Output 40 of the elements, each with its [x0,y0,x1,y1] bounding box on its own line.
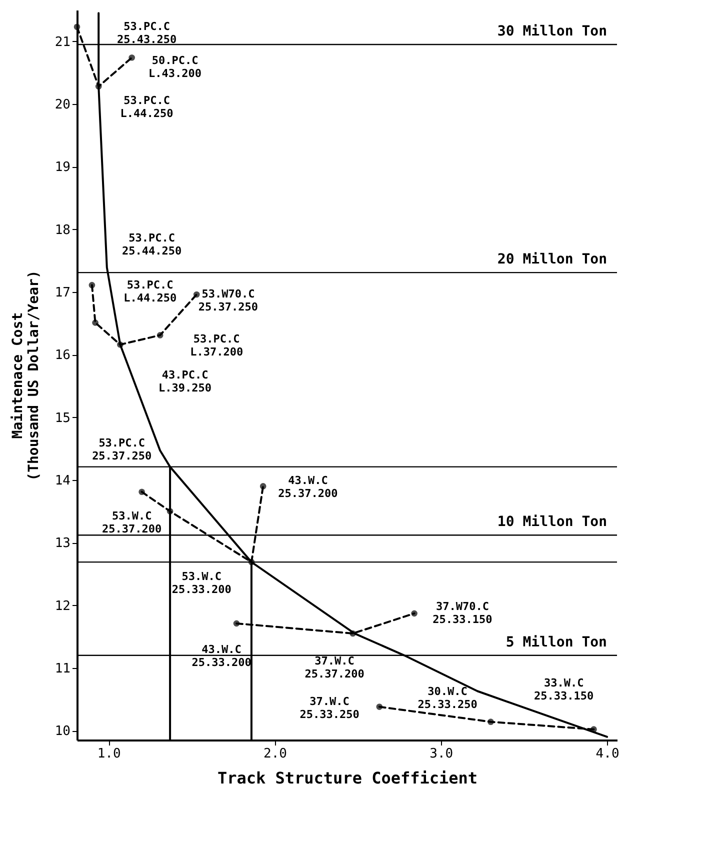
y-tick-label: 17 [54,285,70,300]
annotation: 53.PC.C 25.44.250 [122,232,182,258]
ref-line-label: 30 Millon Ton [497,23,607,40]
x-axis-title: Track Structure Coefficient [217,768,478,788]
annotation: 53.PC.C 25.43.250 [116,20,177,46]
y-tick-label: 19 [54,160,70,176]
annotation: 37.W.C 25.37.200 [304,654,364,681]
y-tick-label: 11 [54,661,70,676]
x-tick-label: 4.0 [596,746,620,762]
annotation: 33.W.C 25.33.150 [534,676,594,703]
annotation: 43.PC.C L.39.250 [158,368,212,394]
ref-line-label: 10 Millon Ton [497,514,607,530]
y-tick-label: 15 [54,410,70,426]
y-tick-label: 14 [54,473,71,488]
annotation: 43.W.C 25.37.200 [278,474,338,500]
y-axis-title: Maintenace Cost (Thousand US Dollar/Year) [10,270,42,481]
annotation: 53.W.C 25.33.200 [172,570,232,596]
annotation: 37.W.C 25.33.250 [300,694,360,721]
x-tick-label: 3.0 [430,746,454,762]
annotation: 53.PC.C L.44.250 [120,94,174,120]
annotation: 30.W.C 25.33.250 [418,684,478,711]
annotation: 53.PC.C L.37.200 [190,332,244,359]
y-tick-label: 16 [54,348,70,364]
y-tick-label: 21 [54,34,70,50]
annotation: 43.W.C 25.33.200 [192,642,252,669]
x-tick-label: 1.0 [97,746,121,762]
annotation: 53.W.C 25.37.200 [102,509,162,536]
y-tick-label: 13 [54,536,70,552]
x-tick-label: 2.0 [263,746,287,762]
y-tick-label: 10 [54,724,70,740]
y-tick-label: 20 [54,97,70,112]
annotation: 50.PC.C L.43.200 [148,54,202,80]
annotation: 53.PC.C L.44.250 [124,278,177,305]
y-tick-label: 18 [54,222,70,238]
annotation: 53.W70.C 25.37.250 [198,287,258,314]
ref-line-label: 20 Millon Ton [497,252,607,268]
annotation: 53.PC.C 25.37.250 [92,436,152,463]
y-tick-label: 12 [54,598,70,614]
annotation: 37.W70.C 25.33.150 [432,600,492,626]
ref-line-label: 5 Millon Ton [506,634,607,650]
